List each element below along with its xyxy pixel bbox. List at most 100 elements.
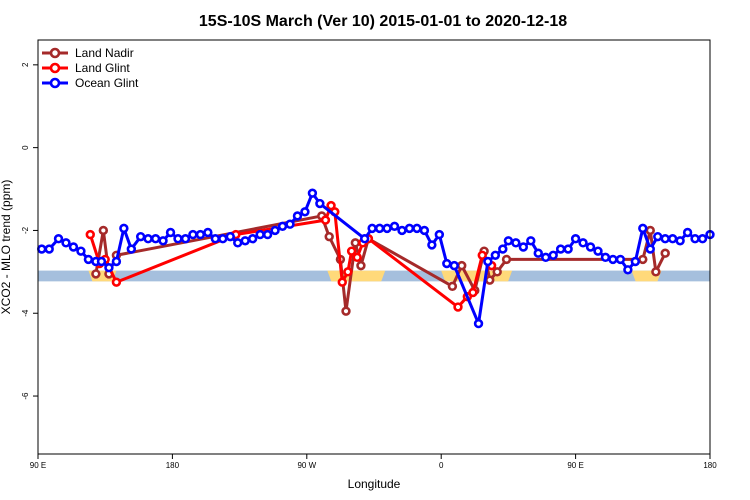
data-point <box>477 250 487 260</box>
data-point <box>150 234 161 244</box>
data-point <box>457 260 467 271</box>
data-point <box>651 267 661 277</box>
data-point <box>255 229 265 240</box>
data-point <box>638 223 648 234</box>
x-tick-label: 90 W <box>297 461 316 470</box>
data-point <box>352 252 362 263</box>
data-point <box>180 234 191 244</box>
data-point <box>37 244 47 254</box>
data-point <box>292 211 303 221</box>
x-tick-label: 90 E <box>567 461 583 470</box>
data-point <box>300 207 310 217</box>
data-point <box>503 236 514 246</box>
data-point <box>563 244 573 254</box>
chart-title: 15S-10S March (Ver 10) 2015-01-01 to 202… <box>199 13 567 30</box>
data-point <box>225 231 235 242</box>
legend-item: Land Glint <box>42 61 130 75</box>
data-point <box>195 229 206 240</box>
data-point <box>667 234 678 244</box>
data-point <box>367 223 377 234</box>
data-point <box>442 258 452 269</box>
data-point <box>218 234 228 244</box>
x-tick-label: 180 <box>703 461 717 470</box>
data-point <box>247 234 258 244</box>
y-tick-label: -2 <box>21 226 30 234</box>
legend-swatch-marker <box>49 62 61 74</box>
data-point <box>350 238 361 248</box>
data-point <box>374 223 385 234</box>
land-segment <box>327 270 386 282</box>
data-point <box>593 246 603 256</box>
data-point <box>173 234 183 244</box>
data-point <box>320 215 331 225</box>
data-point <box>262 229 273 240</box>
data-point <box>615 254 626 265</box>
legend-label: Ocean Glint <box>75 76 139 90</box>
data-point <box>315 198 325 209</box>
data-point <box>548 250 558 260</box>
data-point <box>623 265 633 275</box>
data-point <box>165 227 176 238</box>
data-point <box>653 231 663 242</box>
data-point <box>412 223 422 234</box>
data-point <box>485 275 495 285</box>
data-point <box>324 231 334 242</box>
data-point <box>427 240 437 250</box>
data-point <box>382 223 392 234</box>
y-tick-label: -6 <box>21 392 30 400</box>
data-point <box>341 306 351 316</box>
data-point <box>541 252 551 263</box>
data-point <box>76 246 86 256</box>
data-point <box>630 256 641 267</box>
data-point <box>404 223 415 234</box>
data-point <box>96 256 107 267</box>
data-point <box>570 234 581 244</box>
x-axis: 90 E 180 90 W 0 90 E 180 <box>30 454 717 470</box>
y-tick-label: 2 <box>21 62 30 67</box>
data-point <box>608 254 618 265</box>
data-point <box>356 260 366 271</box>
data-point <box>447 281 458 292</box>
data-point <box>682 227 693 238</box>
data-point <box>518 242 529 252</box>
data-point <box>660 234 670 244</box>
x-tick-label: 0 <box>439 461 444 470</box>
data-point <box>483 256 493 267</box>
data-point <box>111 256 122 267</box>
data-point <box>555 244 566 254</box>
data-point <box>188 229 198 240</box>
x-axis-label: Longitude <box>348 477 401 491</box>
data-point <box>449 260 459 271</box>
data-point <box>645 225 655 236</box>
legend-item: Land Nadir <box>42 46 134 60</box>
y-tick-label: 0 <box>21 145 30 150</box>
data-point <box>690 234 700 244</box>
data-point <box>240 236 250 246</box>
data-point <box>343 267 353 277</box>
data-point <box>498 244 508 254</box>
data-point <box>98 225 109 236</box>
y-tick-label: -4 <box>21 309 30 317</box>
data-point <box>453 302 463 312</box>
data-point <box>111 277 122 287</box>
data-point <box>61 238 71 248</box>
data-point <box>85 229 95 240</box>
legend-label: Land Nadir <box>75 46 134 60</box>
data-point <box>389 221 400 232</box>
legend-item: Ocean Glint <box>42 76 139 90</box>
data-point <box>210 234 221 244</box>
data-point <box>660 248 670 258</box>
data-point <box>526 236 536 246</box>
data-point <box>600 252 611 263</box>
y-axis: 2 0 -2 -4 -6 <box>21 62 38 400</box>
data-point <box>337 277 347 287</box>
data-point <box>307 188 318 198</box>
data-point <box>203 227 213 238</box>
data-point <box>645 244 655 254</box>
data-point <box>135 231 146 242</box>
data-point <box>270 225 280 236</box>
data-point <box>83 254 94 265</box>
x-tick-label: 180 <box>166 461 180 470</box>
data-point <box>697 234 708 244</box>
